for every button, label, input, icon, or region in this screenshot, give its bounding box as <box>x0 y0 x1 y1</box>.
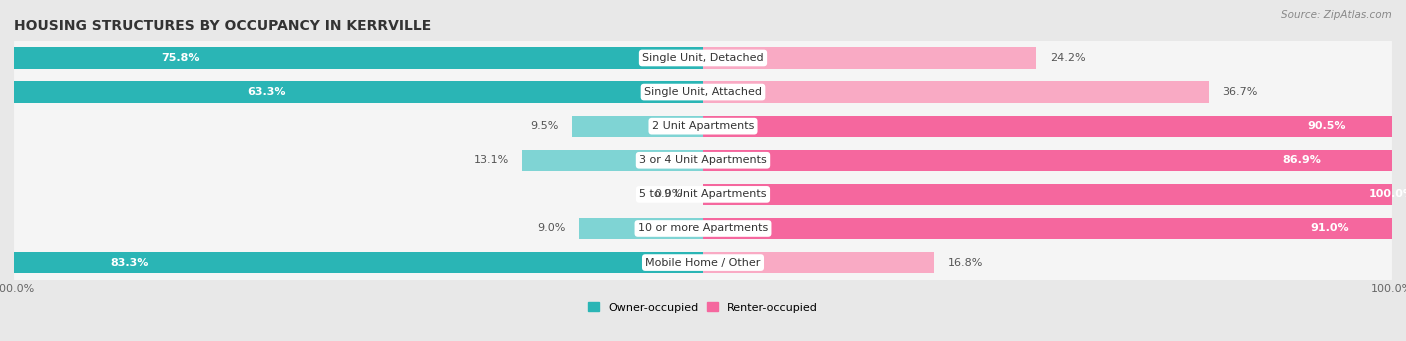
FancyBboxPatch shape <box>14 128 1392 193</box>
Bar <box>703 218 1406 239</box>
Bar <box>0 252 703 273</box>
Text: 16.8%: 16.8% <box>948 257 984 268</box>
Bar <box>703 81 1209 103</box>
Text: Mobile Home / Other: Mobile Home / Other <box>645 257 761 268</box>
Bar <box>703 116 1406 137</box>
Bar <box>703 150 1406 171</box>
Bar <box>703 47 1036 69</box>
Text: Single Unit, Detached: Single Unit, Detached <box>643 53 763 63</box>
Text: 24.2%: 24.2% <box>1050 53 1085 63</box>
FancyBboxPatch shape <box>14 93 1392 159</box>
Bar <box>0 81 703 103</box>
Text: 91.0%: 91.0% <box>1310 223 1350 234</box>
Text: HOUSING STRUCTURES BY OCCUPANCY IN KERRVILLE: HOUSING STRUCTURES BY OCCUPANCY IN KERRV… <box>14 19 432 33</box>
Text: 9.5%: 9.5% <box>530 121 558 131</box>
Text: 13.1%: 13.1% <box>474 155 509 165</box>
Bar <box>0 47 703 69</box>
Bar <box>572 116 703 137</box>
FancyBboxPatch shape <box>14 196 1392 261</box>
Bar <box>579 218 703 239</box>
Text: 3 or 4 Unit Apartments: 3 or 4 Unit Apartments <box>640 155 766 165</box>
Text: 36.7%: 36.7% <box>1222 87 1258 97</box>
Bar <box>703 252 935 273</box>
Text: 100.0%: 100.0% <box>1369 189 1406 199</box>
Text: Source: ZipAtlas.com: Source: ZipAtlas.com <box>1281 10 1392 20</box>
Legend: Owner-occupied, Renter-occupied: Owner-occupied, Renter-occupied <box>583 298 823 317</box>
Text: 9.0%: 9.0% <box>537 223 565 234</box>
Text: 63.3%: 63.3% <box>247 87 287 97</box>
Bar <box>703 184 1406 205</box>
Text: 83.3%: 83.3% <box>110 257 148 268</box>
Text: 2 Unit Apartments: 2 Unit Apartments <box>652 121 754 131</box>
Text: 86.9%: 86.9% <box>1282 155 1322 165</box>
Text: 10 or more Apartments: 10 or more Apartments <box>638 223 768 234</box>
FancyBboxPatch shape <box>14 230 1392 295</box>
Text: Single Unit, Attached: Single Unit, Attached <box>644 87 762 97</box>
Text: 75.8%: 75.8% <box>162 53 200 63</box>
Text: 5 to 9 Unit Apartments: 5 to 9 Unit Apartments <box>640 189 766 199</box>
Text: 90.5%: 90.5% <box>1308 121 1346 131</box>
Bar <box>523 150 703 171</box>
Text: 0.0%: 0.0% <box>654 189 682 199</box>
FancyBboxPatch shape <box>14 162 1392 227</box>
FancyBboxPatch shape <box>14 25 1392 91</box>
FancyBboxPatch shape <box>14 59 1392 125</box>
